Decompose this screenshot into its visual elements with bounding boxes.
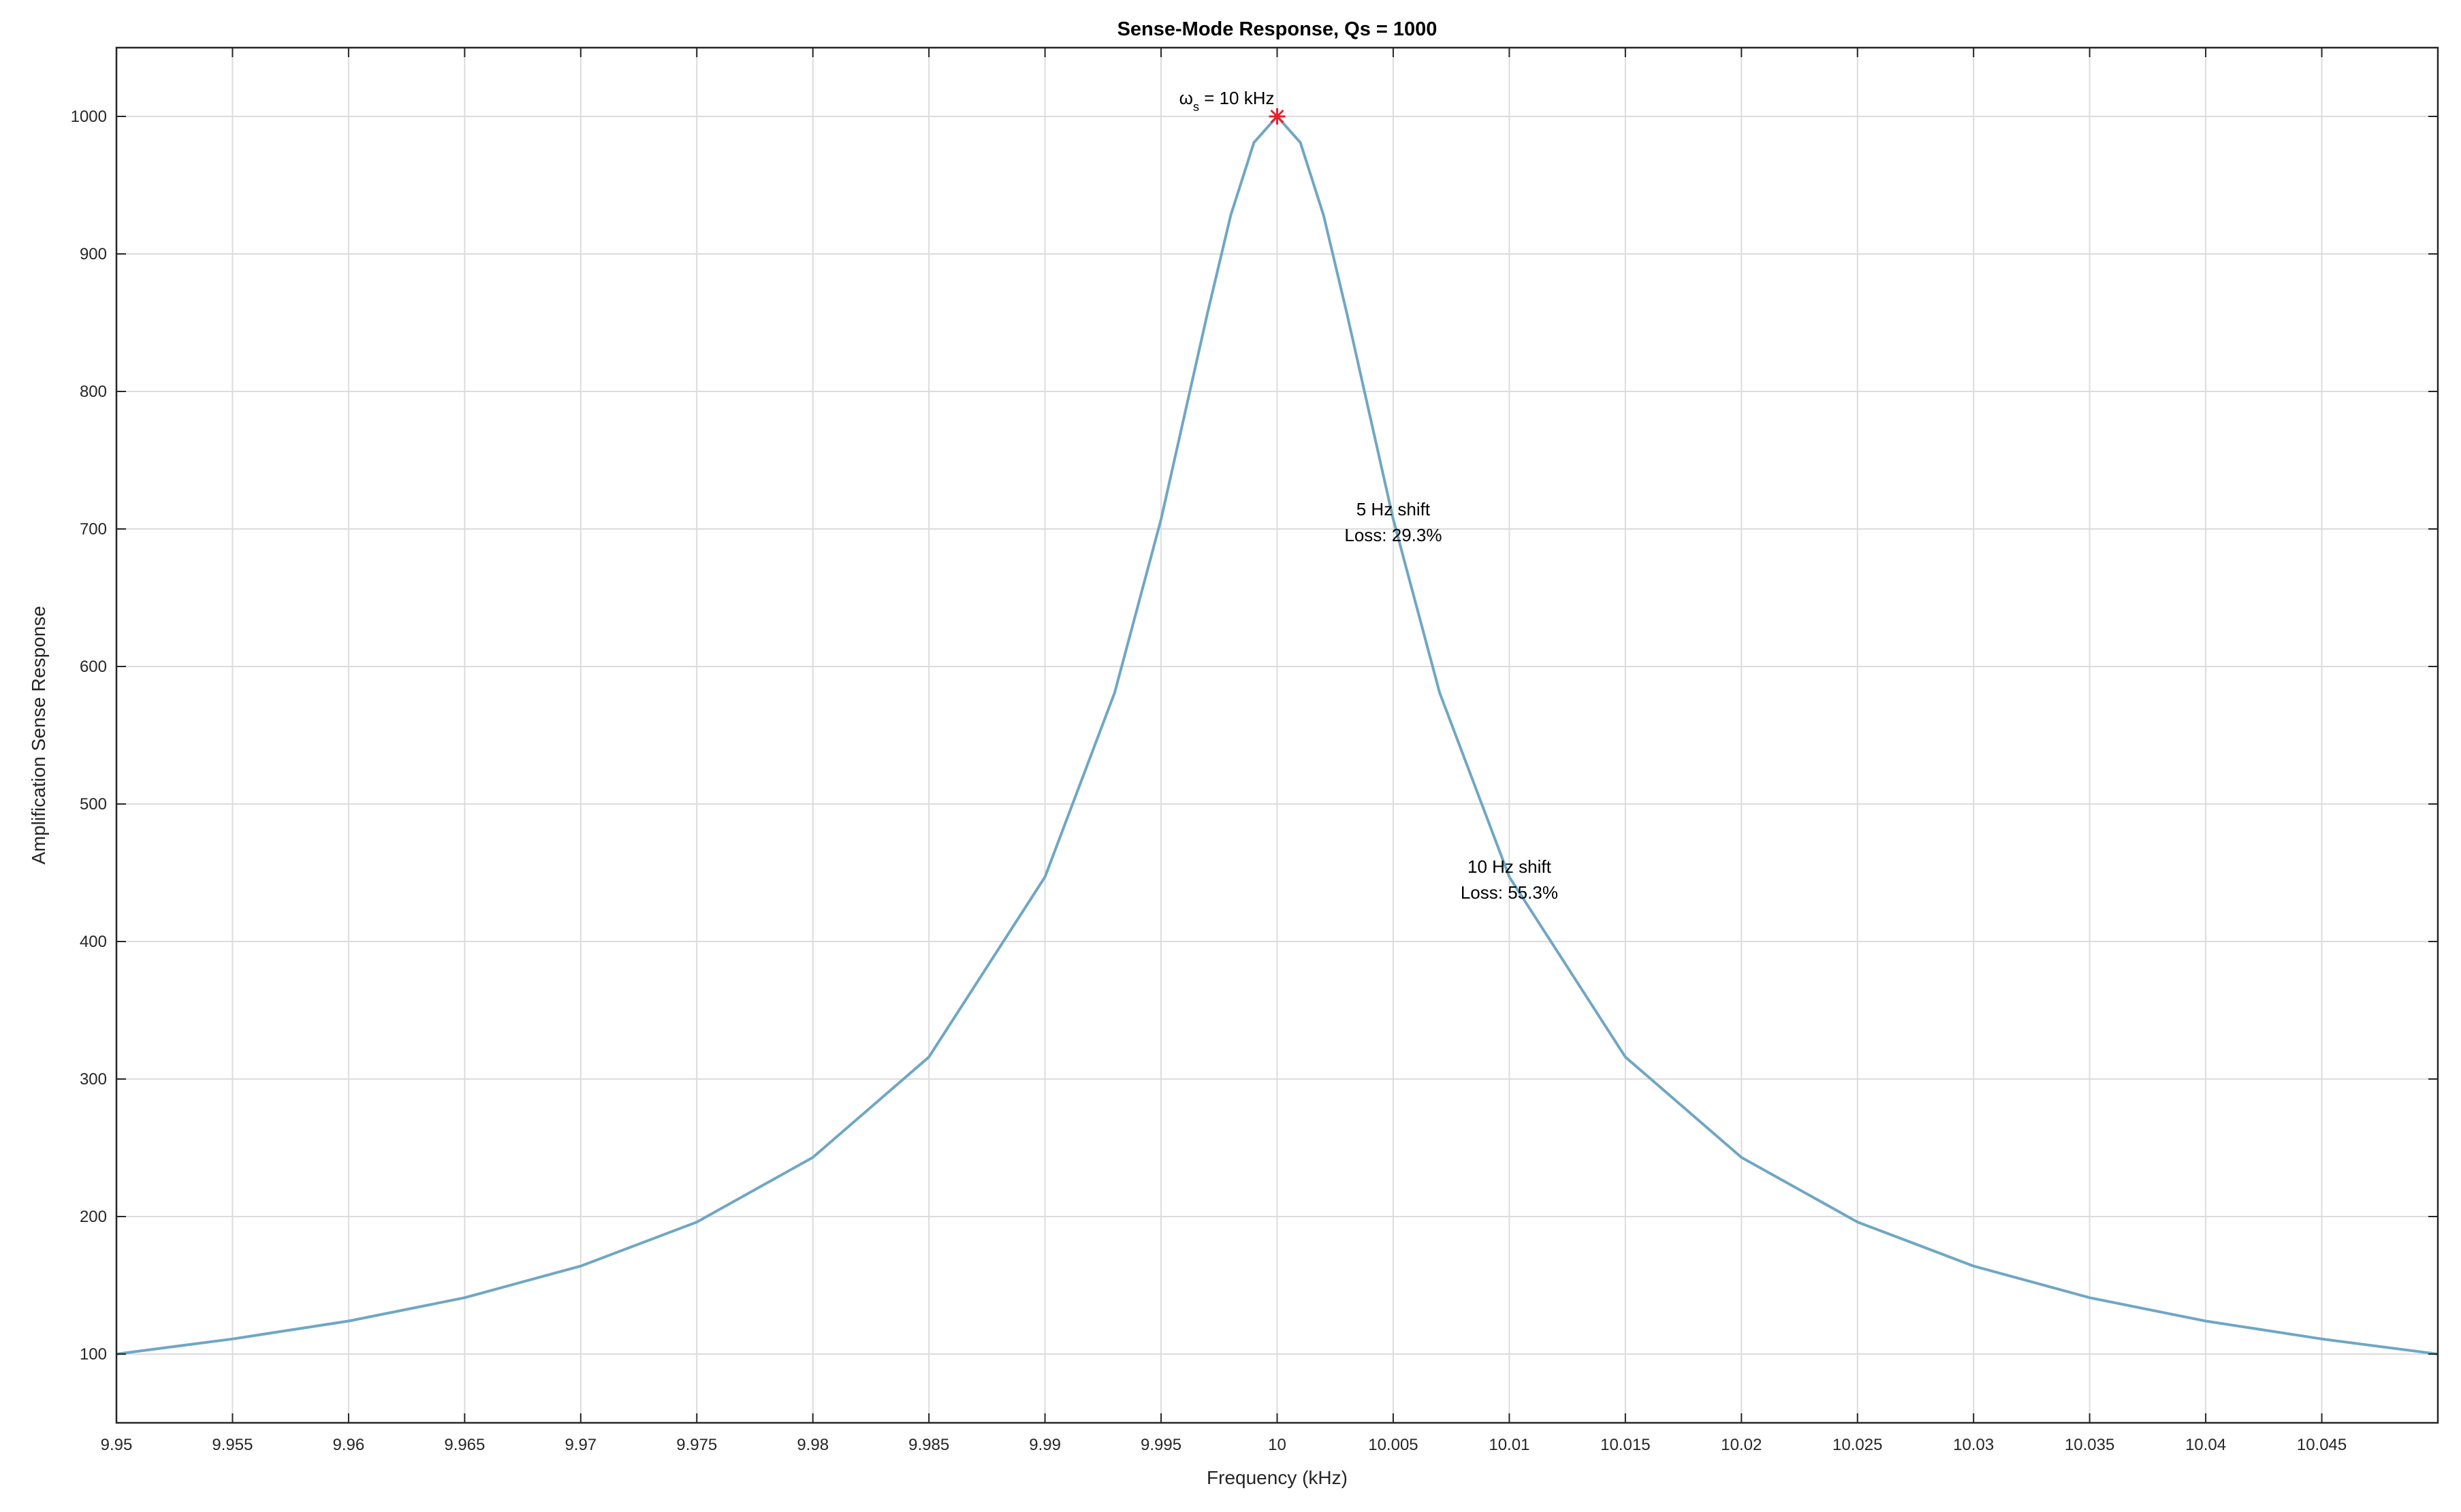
x-tick-label: 10.02 (1721, 1436, 1762, 1454)
x-tick-label: 9.995 (1141, 1436, 1181, 1454)
x-tick-label: 10.04 (2185, 1436, 2226, 1454)
x-tick-label: 10.03 (1953, 1436, 1994, 1454)
x-tick-label: 9.96 (333, 1436, 365, 1454)
y-tick-label: 600 (80, 658, 107, 676)
peak-annotation: ωs = 10 kHz (1179, 88, 1275, 114)
shift-annotation: Loss: 55.3% (1461, 882, 1558, 903)
x-tick-label: 9.985 (908, 1436, 949, 1454)
x-tick-label: 10 (1268, 1436, 1286, 1454)
y-tick-label: 700 (80, 520, 107, 538)
x-tick-label: 9.98 (797, 1436, 829, 1454)
y-tick-label: 500 (80, 795, 107, 814)
x-tick-label: 9.95 (101, 1436, 133, 1454)
y-tick-label: 1000 (71, 108, 107, 126)
x-tick-label: 9.97 (565, 1436, 597, 1454)
x-tick-label: 10.01 (1489, 1436, 1529, 1454)
y-tick-label: 100 (80, 1345, 107, 1364)
shift-annotation: Loss: 29.3% (1344, 525, 1442, 545)
y-tick-label: 300 (80, 1070, 107, 1089)
ticks: 9.95 9.955 9.96 9.965 9.97 9.975 9.98 9.985 9.99… (71, 48, 2438, 1454)
grid (116, 48, 2438, 1423)
annotations: ωs = 10 kHz 5 Hz shift Loss: 29.3% 10 Hz sh… (1179, 88, 1558, 903)
x-tick-label: 9.955 (212, 1436, 253, 1454)
x-tick-label: 10.025 (1832, 1436, 1882, 1454)
y-tick-label: 200 (80, 1208, 107, 1226)
peak-marker (1269, 108, 1286, 125)
x-tick-label: 10.005 (1368, 1436, 1418, 1454)
y-tick-label: 400 (80, 933, 107, 951)
x-tick-label: 10.015 (1600, 1436, 1650, 1454)
x-tick-label: 10.045 (2297, 1436, 2347, 1454)
x-tick-label: 9.975 (676, 1436, 717, 1454)
y-tick-label: 900 (80, 245, 107, 263)
shift-annotation: 10 Hz shift (1467, 856, 1552, 877)
x-axis-label: Frequency (kHz) (1207, 1467, 1348, 1488)
x-tick-label: 9.965 (444, 1436, 485, 1454)
x-tick-label: 9.99 (1029, 1436, 1061, 1454)
chart-title: Sense-Mode Response, Qs = 1000 (1117, 18, 1438, 40)
shift-annotation: 5 Hz shift (1356, 499, 1431, 519)
y-axis-label: Amplification Sense Response (28, 606, 49, 865)
y-tick-label: 800 (80, 383, 107, 401)
x-tick-label: 10.035 (2065, 1436, 2114, 1454)
